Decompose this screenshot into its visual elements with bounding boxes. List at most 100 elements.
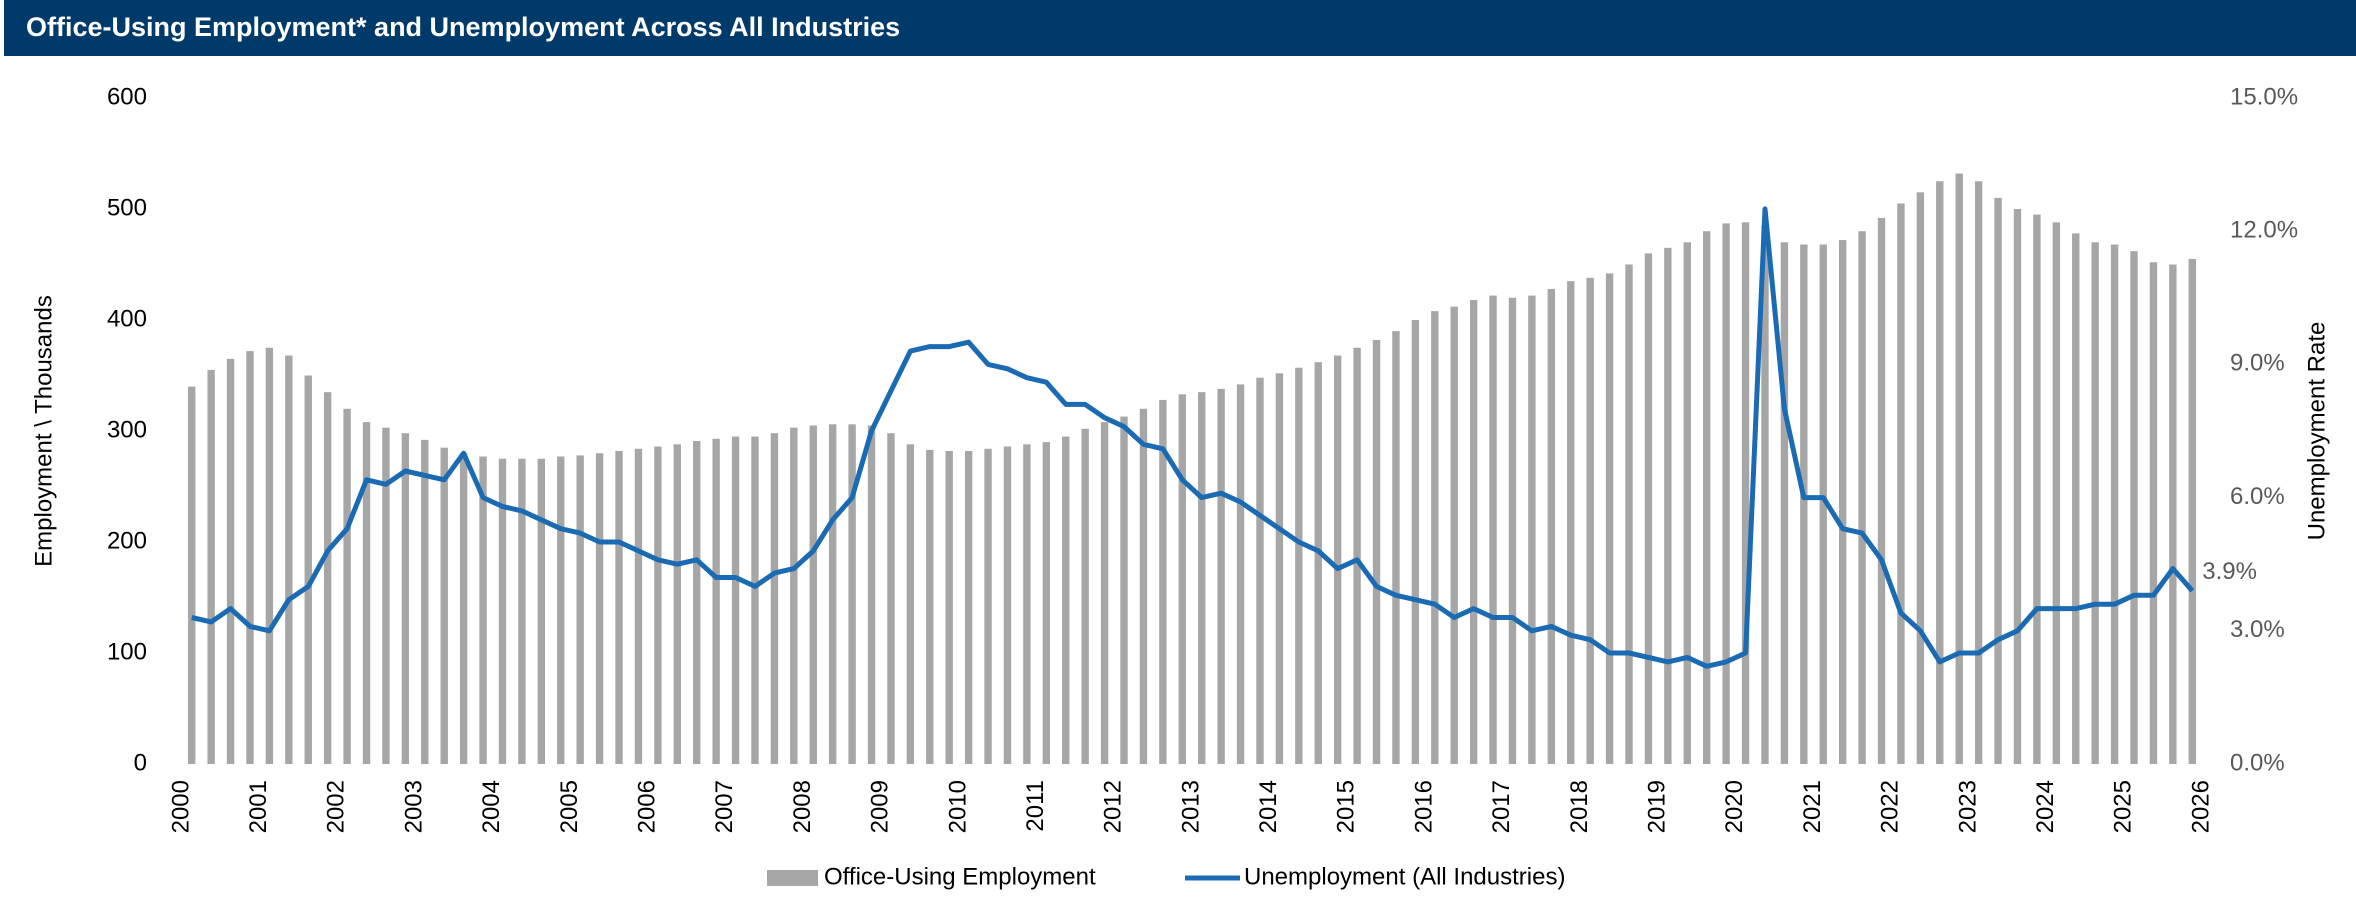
bar [537,458,546,764]
y-tick-label: 400 [107,305,147,332]
bar [2188,258,2196,764]
bar [712,438,720,764]
bar [1974,181,1983,764]
bar [2130,251,2138,764]
bar [790,427,798,764]
bar [964,450,973,764]
x-tick-label: 2024 [2032,780,2059,833]
bar [1741,222,1750,764]
legend-swatch [767,870,818,886]
bar [285,355,293,764]
bar [1275,373,1284,764]
header-bar [4,0,2356,56]
bar [1800,244,1808,764]
bar [1994,197,2002,764]
bar [751,436,759,764]
bar [479,456,487,764]
bar [401,433,410,764]
bar [615,450,623,764]
bar [1877,217,1886,764]
line [191,206,2195,669]
x-tick-label: 2018 [1566,780,1593,833]
x-tick-label: 2015 [1333,780,1360,833]
bar [188,386,196,764]
bar [1178,394,1186,764]
bar [1295,367,1303,764]
x-tick-label: 2025 [2110,780,2137,833]
y2-tick-label: 6.0% [2230,483,2285,510]
bar [1644,253,1653,764]
bar [226,358,235,764]
bar [498,458,507,764]
bar [1703,231,1711,764]
bar [2169,264,2177,764]
bar [421,439,429,764]
bar [1217,388,1225,764]
x-tick-label: 2009 [867,780,894,833]
bar [1858,231,1866,764]
bar [1431,311,1439,764]
x-tick-label: 2019 [1643,780,1670,833]
x-tick-label: 2023 [1954,780,1981,833]
bar [459,453,468,764]
legend-label: Unemployment (All Industries) [1244,863,1565,890]
x-tick-label: 2006 [633,780,660,833]
bar [1198,392,1206,764]
bar [2013,209,2022,764]
x-tick-label: 2014 [1255,780,1282,833]
bar [1469,300,1478,764]
x-tick-label: 2002 [323,780,350,833]
bar [1838,240,1847,764]
bar [1605,273,1614,764]
y-tick-label: 0 [134,749,147,776]
bar [576,455,584,764]
bar [1547,288,1556,764]
bar [1062,436,1070,764]
bar [1372,339,1381,764]
bar [1392,331,1400,764]
y-tick-label: 300 [107,416,147,443]
bar [693,440,701,764]
y2-tick-label: 3.0% [2230,616,2285,643]
bar [867,425,876,764]
bar [1780,242,1789,765]
bar [1042,442,1051,764]
bar [634,448,643,764]
y-tick-label: 500 [107,194,147,221]
x-tick-label: 2001 [245,780,272,833]
bar [1819,244,1827,764]
bar [1353,347,1361,764]
bar [1897,203,1905,764]
y2-tick-label: 12.0% [2230,217,2298,244]
bar [926,449,934,764]
y-tick-label: 600 [107,83,147,110]
bar [362,422,371,764]
bar [1023,444,1031,764]
bar [1120,416,1128,764]
x-tick-label: 2011 [1022,780,1049,832]
x-tick-label: 2008 [789,780,816,833]
bar [1236,384,1245,764]
bar [1081,428,1089,764]
bar [343,408,351,764]
bar [1761,225,1769,764]
bar [906,444,915,764]
bar [2149,262,2158,764]
bar [518,458,526,764]
bar [1139,408,1148,764]
bar [207,369,215,764]
bar [1411,320,1420,764]
bar [654,446,662,764]
bar [848,424,856,764]
bar [557,456,565,764]
x-tick-label: 2022 [1877,780,1904,833]
bar [304,375,312,764]
bar [1508,297,1517,764]
y-axis-label: Employment \ Thousands [30,295,57,567]
x-tick-label: 2005 [556,780,583,833]
bar [2110,244,2119,764]
x-tick-label: 2021 [1799,780,1826,833]
bar [809,425,817,764]
bar [828,424,837,764]
